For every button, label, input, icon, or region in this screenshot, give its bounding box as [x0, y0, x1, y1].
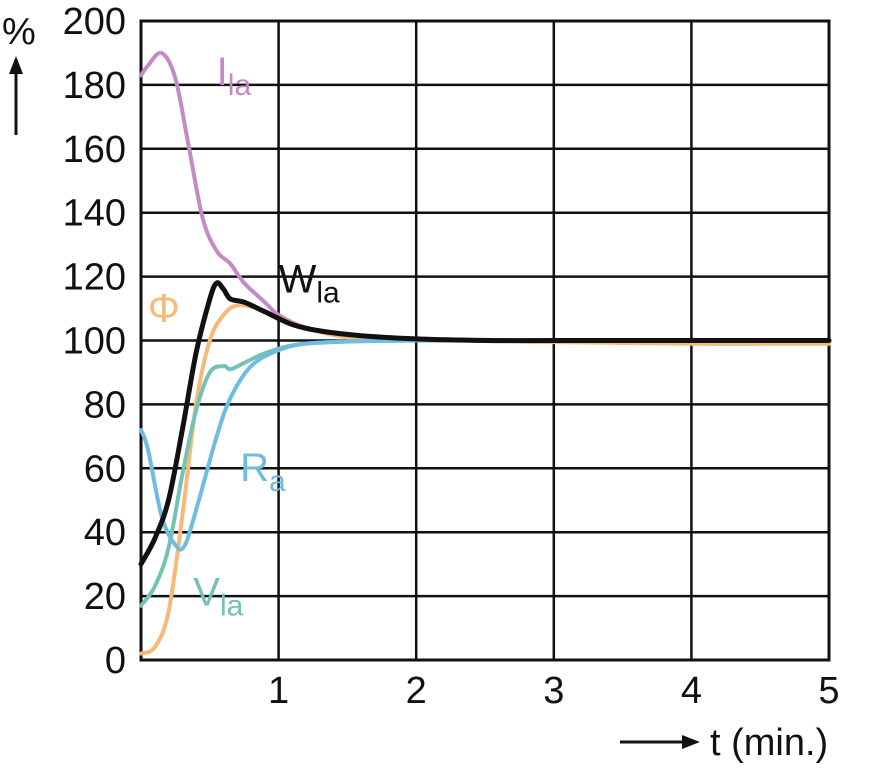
- x-axis-tick-labels: 1 2 3 4 5: [268, 670, 840, 712]
- y-tick-label: 20: [84, 576, 126, 618]
- y-tick-label: 120: [63, 257, 126, 299]
- y-tick-label: 80: [84, 384, 126, 426]
- y-axis-label: %: [2, 11, 36, 53]
- y-tick-label: 140: [63, 193, 126, 235]
- y-tick-label: 180: [63, 65, 126, 107]
- y-axis-arrow-icon: [9, 56, 23, 135]
- series-labels: Ila Wla Φ Vla Ra: [148, 50, 340, 623]
- x-tick-label: 2: [406, 670, 427, 712]
- series-label: Ila: [217, 50, 252, 102]
- x-axis-label: t (min.): [710, 722, 828, 764]
- x-tick-label: 5: [818, 670, 839, 712]
- series-line-ra: [139, 338, 831, 552]
- y-tick-label: 100: [63, 321, 126, 363]
- series-lines: [138, 50, 832, 656]
- y-tick-label: 60: [84, 448, 126, 490]
- y-tick-label: 0: [105, 640, 126, 682]
- y-axis-tick-labels: 0 20 40 60 80 100 120 140 160 180 200: [63, 1, 126, 682]
- series-label: Φ: [148, 286, 180, 330]
- series-label: Ra: [240, 446, 286, 498]
- y-tick-label: 160: [63, 129, 126, 171]
- series-label: Wla: [279, 258, 340, 310]
- series-line-wla: [138, 280, 832, 567]
- y-tick-label: 200: [63, 1, 126, 43]
- x-tick-label: 1: [268, 670, 289, 712]
- x-tick-label: 3: [543, 670, 564, 712]
- x-tick-label: 4: [681, 670, 702, 712]
- x-axis-arrow-icon: [620, 735, 700, 749]
- y-tick-label: 40: [84, 512, 126, 554]
- series-label: Vla: [193, 571, 243, 623]
